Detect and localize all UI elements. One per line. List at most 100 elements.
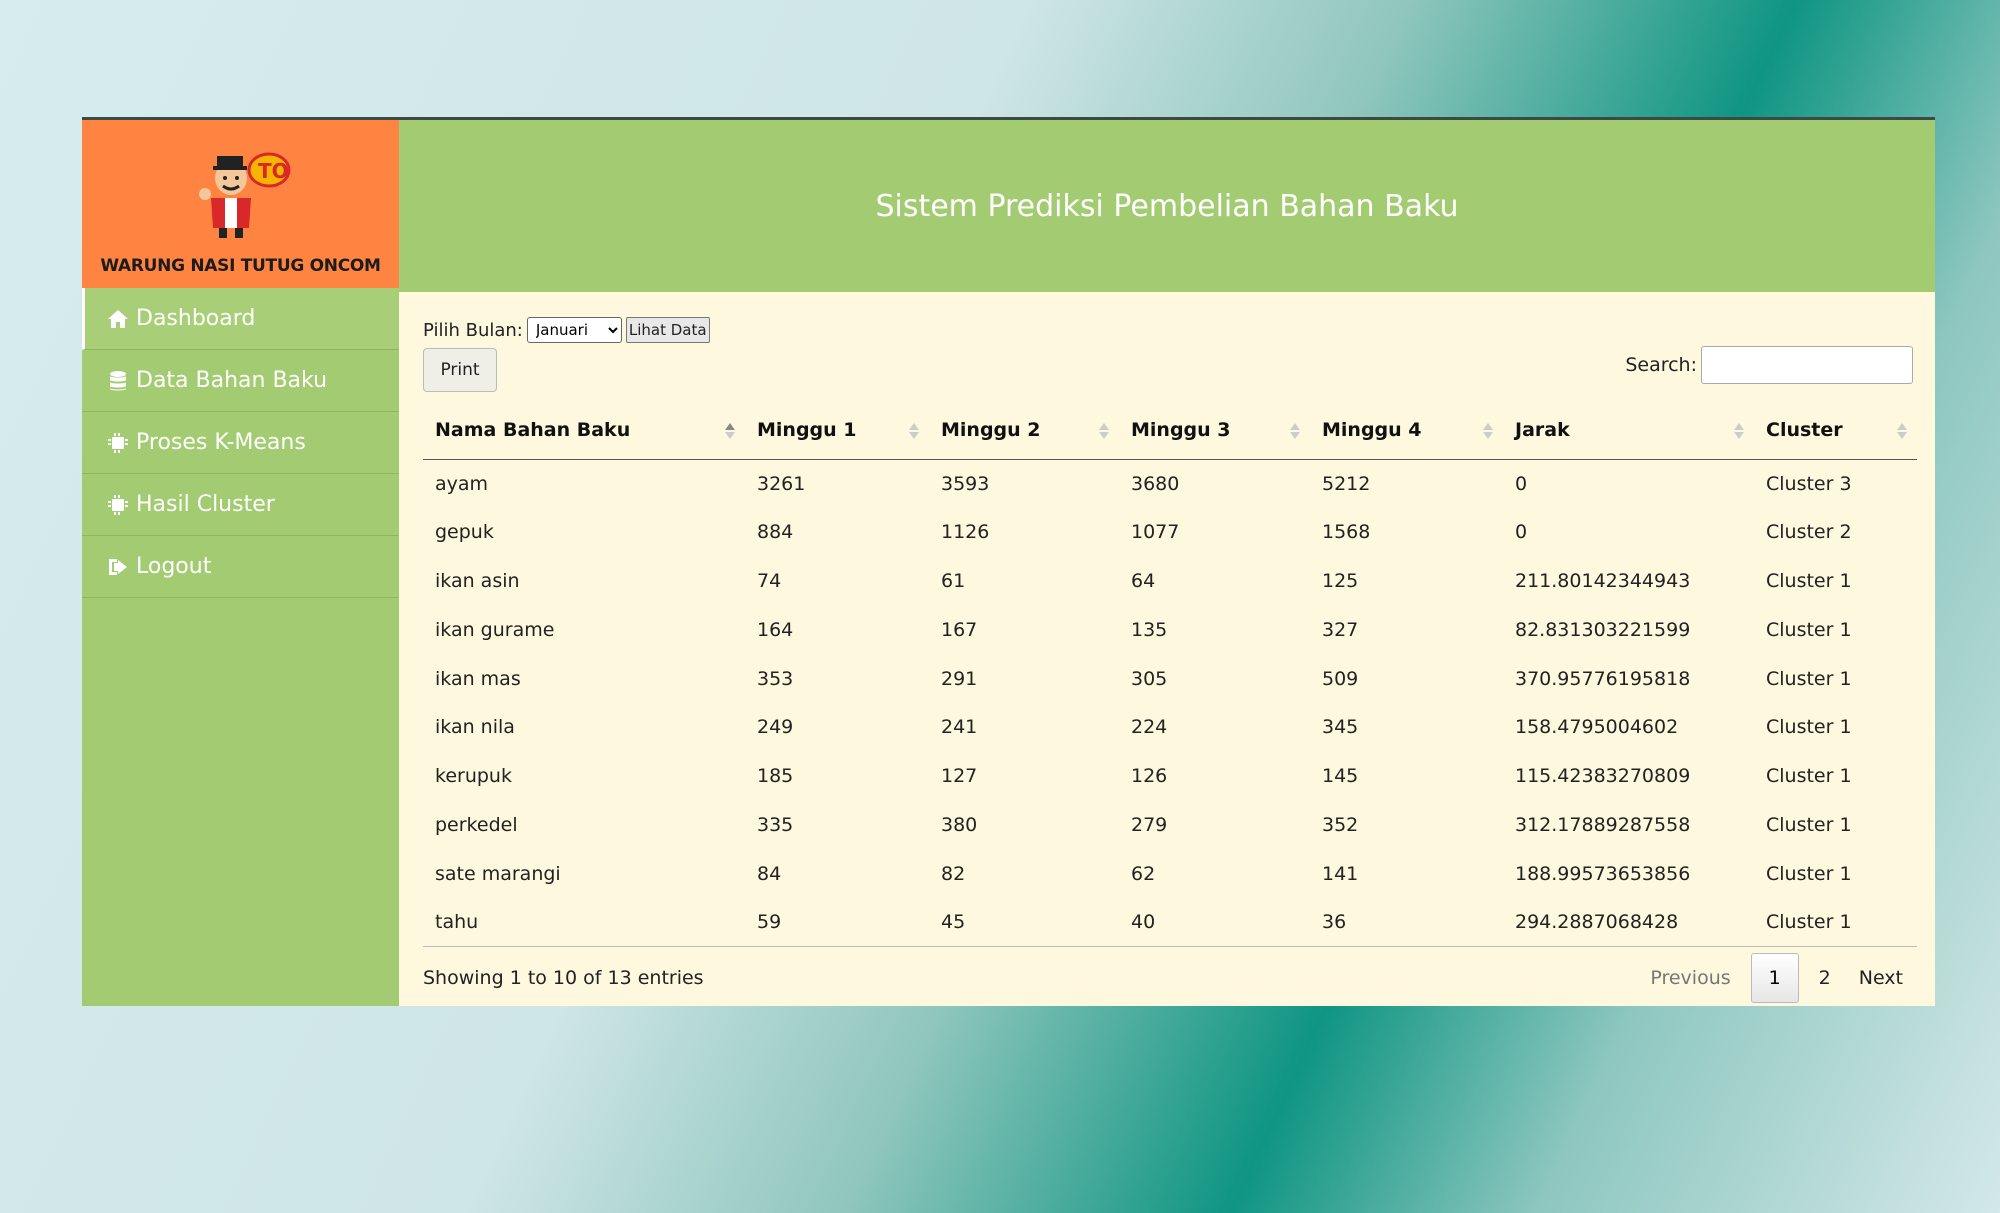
cell-minggu-2: 167 <box>941 618 978 641</box>
cell-cluster: Cluster 1 <box>1754 898 1917 948</box>
column-header-nama-bahan-baku[interactable]: Nama Bahan Baku <box>423 402 745 460</box>
column-header-minggu-4[interactable]: Minggu 4 <box>1310 402 1503 460</box>
cell-minggu-4: 352 <box>1322 813 1359 836</box>
mascot-logo: TO <box>198 152 290 238</box>
sidebar-item-hasil-cluster[interactable]: Hasil Cluster <box>82 474 399 536</box>
print-button[interactable]: Print <box>423 348 497 392</box>
cell-jarak: 211.80142344943 <box>1515 569 1691 592</box>
cell-minggu-4: 509 <box>1322 667 1359 690</box>
sort-icon <box>1734 421 1744 441</box>
cell-cluster: Cluster 1 <box>1766 813 1852 836</box>
cell-jarak: 115.42383270809 <box>1515 765 1691 788</box>
cell-minggu-2: 241 <box>941 716 978 739</box>
cell-minggu-1: 84 <box>757 862 782 885</box>
cell-minggu-3: 40 <box>1119 898 1310 948</box>
cell-minggu-2: 127 <box>941 765 978 788</box>
month-filter: Pilih Bulan: Januari Lihat Data <box>423 316 1917 344</box>
cell-nama: sate marangi <box>435 862 561 885</box>
cell-cluster: Cluster 1 <box>1766 862 1852 885</box>
cell-nama: ikan nila <box>435 716 515 739</box>
table-header-row: Nama Bahan Baku Minggu 1 Minggu 2 Minggu… <box>423 402 1917 460</box>
cell-minggu-1: 164 <box>757 618 794 641</box>
sidebar-item-label: Logout <box>136 554 212 579</box>
view-data-button[interactable]: Lihat Data <box>625 317 710 343</box>
page-title: Sistem Prediksi Pembelian Bahan Baku <box>399 120 1935 292</box>
cell-minggu-1: 3261 <box>757 472 806 495</box>
sort-icon <box>1897 421 1907 441</box>
cell-minggu-3: 1077 <box>1131 521 1180 544</box>
cell-minggu-4: 5212 <box>1322 472 1371 495</box>
search-input[interactable] <box>1701 346 1913 384</box>
table-row: perkedel 335 380 279 352 312.17889287558 Clust… <box>423 801 1917 850</box>
sidebar-item-data-bahan-baku[interactable]: Data Bahan Baku <box>82 350 399 412</box>
table-footer: Showing 1 to 10 of 13 entries Previous 1… <box>423 953 1917 1004</box>
cell-nama: ikan mas <box>435 667 521 690</box>
sidebar-item-dashboard[interactable]: Dashboard <box>82 288 399 350</box>
cell-minggu-3: 64 <box>1131 569 1156 592</box>
cell-minggu-2: 82 <box>941 862 966 885</box>
search-label: Search: <box>1625 354 1697 376</box>
sort-icon <box>909 421 919 441</box>
cell-minggu-3: 62 <box>1131 862 1156 885</box>
cell-minggu-3: 135 <box>1131 618 1168 641</box>
sidebar-item-proses-k-means[interactable]: Proses K-Means <box>82 412 399 474</box>
search-box: Search: <box>1625 346 1913 384</box>
cell-minggu-4: 345 <box>1322 716 1359 739</box>
cell-jarak: 188.99573653856 <box>1515 862 1691 885</box>
next-page-button[interactable]: Next <box>1858 967 1903 990</box>
cell-minggu-4: 125 <box>1322 569 1359 592</box>
month-select[interactable]: Januari <box>526 317 622 343</box>
column-header-minggu-1[interactable]: Minggu 1 <box>745 402 929 460</box>
page-2-button[interactable]: 2 <box>1818 967 1831 990</box>
sidebar-item-logout[interactable]: Logout <box>82 536 399 598</box>
column-header-cluster[interactable]: Cluster <box>1754 402 1917 460</box>
cell-minggu-3: 3680 <box>1131 472 1180 495</box>
cell-cluster: Cluster 1 <box>1766 667 1852 690</box>
sort-icon <box>1290 421 1300 441</box>
data-table: Nama Bahan Baku Minggu 1 Minggu 2 Minggu… <box>423 402 1917 948</box>
sidebar: TO WARUNG NASI TUTUG ONCOM Dashboard Dat… <box>82 120 399 1006</box>
cell-minggu-2: 1126 <box>941 521 990 544</box>
cell-nama: ikan gurame <box>435 618 555 641</box>
column-header-minggu-3[interactable]: Minggu 3 <box>1119 402 1310 460</box>
cell-minggu-1: 335 <box>757 813 794 836</box>
cell-cluster: Cluster 3 <box>1766 472 1852 495</box>
app-window: TO WARUNG NASI TUTUG ONCOM Dashboard Dat… <box>82 117 1935 1006</box>
page-1-button[interactable]: 1 <box>1750 953 1799 1004</box>
sidebar-item-label: Data Bahan Baku <box>136 368 328 393</box>
cell-cluster: Cluster 2 <box>1766 521 1852 544</box>
cell-minggu-4: 36 <box>1310 898 1503 948</box>
column-header-jarak[interactable]: Jarak <box>1503 402 1754 460</box>
sidebar-item-label: Dashboard <box>136 306 256 331</box>
svg-text:TO: TO <box>258 159 289 183</box>
logout-icon <box>109 558 127 575</box>
cell-minggu-2: 291 <box>941 667 978 690</box>
cell-cluster: Cluster 1 <box>1766 618 1852 641</box>
cell-minggu-1: 185 <box>757 765 794 788</box>
table-row: tahu 59 45 40 36 294.2887068428 Cluster 1 <box>423 898 1917 948</box>
cell-cluster: Cluster 1 <box>1766 569 1852 592</box>
cell-nama: gepuk <box>435 521 494 544</box>
cell-minggu-3: 279 <box>1131 813 1168 836</box>
sidebar-item-label: Hasil Cluster <box>136 492 275 517</box>
cell-minggu-1: 249 <box>757 716 794 739</box>
cell-minggu-2: 45 <box>929 898 1119 948</box>
cell-minggu-3: 305 <box>1131 667 1168 690</box>
column-header-minggu-2[interactable]: Minggu 2 <box>929 402 1119 460</box>
cell-minggu-1: 59 <box>745 898 929 948</box>
cell-jarak: 158.4795004602 <box>1515 716 1679 739</box>
cell-minggu-4: 327 <box>1322 618 1359 641</box>
sidebar-item-label: Proses K-Means <box>136 430 306 455</box>
cell-minggu-4: 1568 <box>1322 521 1371 544</box>
table-row: gepuk 884 1126 1077 1568 0 Cluster 2 <box>423 508 1917 557</box>
cell-nama: perkedel <box>435 813 518 836</box>
cell-minggu-1: 74 <box>757 569 782 592</box>
cell-minggu-4: 141 <box>1322 862 1359 885</box>
table-row: kerupuk 185 127 126 145 115.42383270809 Cluste… <box>423 752 1917 801</box>
table-row: ikan nila 249 241 224 345 158.4795004602 Clust… <box>423 703 1917 752</box>
main-area: Sistem Prediksi Pembelian Bahan Baku Pil… <box>399 120 1935 1006</box>
database-icon <box>110 370 126 390</box>
cell-nama: kerupuk <box>435 765 512 788</box>
previous-page-button[interactable]: Previous <box>1650 967 1731 990</box>
cell-minggu-4: 145 <box>1322 765 1359 788</box>
